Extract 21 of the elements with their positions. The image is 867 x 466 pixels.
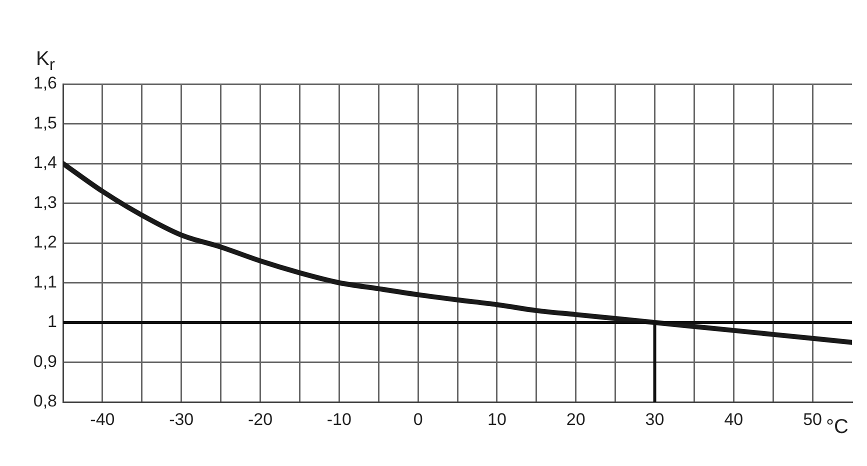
y-tick-label: 0,8 [33,392,57,411]
x-tick-label: 0 [413,410,423,429]
x-tick-label: -20 [248,410,273,429]
x-tick-label: 20 [566,410,586,429]
y-tick-label: 1,5 [33,113,57,132]
y-tick-label: 1 [48,312,57,332]
x-tick-label: 50 [803,410,822,429]
x-tick-label: 30 [645,410,664,429]
x-tick-label: 40 [724,410,744,429]
x-tick-label: -30 [169,410,194,429]
x-tick-label: 10 [487,410,506,429]
x-tick-label: -40 [90,410,115,429]
y-axis-title: K$_{r}$ [36,48,55,75]
y-tick-label: 1,6 [33,74,57,93]
x-tick-label: -10 [326,410,352,429]
y-tick-label: 1,4 [33,153,57,172]
x-axis-title: °C [826,416,848,439]
y-tick-label: 1,2 [33,232,57,252]
y-tick-label: 1,3 [33,192,57,212]
y-tick-label: 0,9 [33,352,57,371]
y-tick-label: 1,1 [33,272,57,292]
